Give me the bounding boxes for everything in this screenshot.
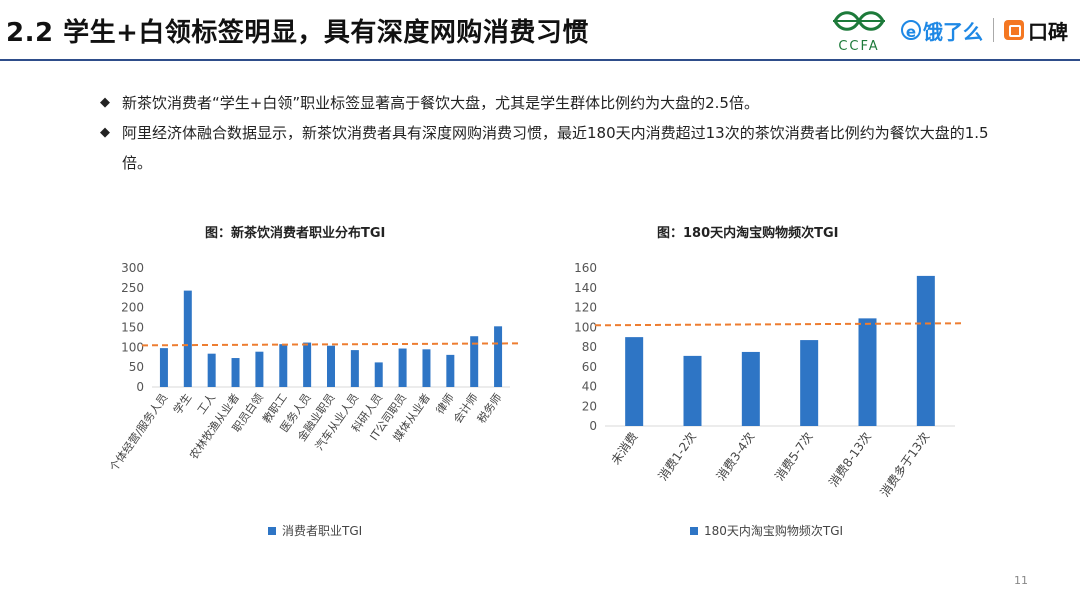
koubei-logo: 口碑 bbox=[1004, 16, 1068, 45]
reference-line bbox=[594, 322, 966, 327]
logo-group: CCFA e 饿了么 口碑 bbox=[827, 8, 1068, 54]
y-tick-label: 120 bbox=[574, 301, 597, 315]
bar bbox=[494, 326, 503, 387]
koubei-icon bbox=[1004, 20, 1024, 40]
bar bbox=[683, 355, 702, 426]
x-tick-label: 消费多于13次 bbox=[878, 430, 933, 500]
chart1-legend: 消费者职业TGI bbox=[268, 522, 362, 539]
chart2-title: 图：180天内淘宝购物频次TGI bbox=[657, 226, 839, 241]
x-tick-label: 工人 bbox=[195, 391, 218, 416]
x-tick-label: 未消费 bbox=[608, 430, 640, 468]
bar bbox=[422, 349, 431, 387]
bar bbox=[800, 340, 819, 426]
bar bbox=[446, 354, 455, 387]
bar bbox=[350, 350, 359, 387]
y-tick-label: 200 bbox=[121, 301, 144, 315]
chart2-shopping-frequency-tgi: 0 20 40 60 80 100 120 140 160 未消费 消费1-2次 消费3-4次 消费5-… bbox=[574, 261, 966, 500]
y-tick-label: 0 bbox=[589, 419, 597, 433]
eleme-logo-text: 饿了么 bbox=[923, 19, 983, 44]
x-tick-label: 会计师 bbox=[451, 391, 481, 425]
diamond-bullet-icon: ◆ bbox=[100, 125, 110, 140]
bar bbox=[398, 348, 407, 387]
bar bbox=[303, 342, 312, 387]
bar bbox=[470, 336, 479, 387]
eleme-logo: e 饿了么 bbox=[901, 16, 983, 45]
x-tick-label: 税务师 bbox=[474, 391, 504, 426]
legend-swatch bbox=[268, 526, 276, 535]
x-tick-label: 消费3-4次 bbox=[714, 430, 757, 484]
x-tick-label: 消费5-7次 bbox=[772, 430, 815, 484]
bullet-text: 阿里经济体融合数据显示，新茶饮消费者具有深度网购消费习惯，最近180天内消费超过… bbox=[122, 124, 989, 172]
page-number: 11 bbox=[1014, 574, 1028, 587]
page-title: 2.2 学生+白领标签明显，具有深度网购消费习惯 bbox=[6, 18, 589, 48]
bullet-text: 新茶饮消费者“学生+白领”职业标签显著高于餐饮大盘，尤其是学生群体比例约为大盘的… bbox=[122, 94, 759, 112]
title-divider bbox=[0, 59, 1080, 61]
chart2-legend-label: 180天内淘宝购物频次TGI bbox=[704, 524, 844, 538]
bar bbox=[207, 353, 216, 387]
y-tick-label: 250 bbox=[121, 281, 144, 295]
logo-divider bbox=[993, 18, 994, 42]
bullet-item: ◆ 阿里经济体融合数据显示，新茶饮消费者具有深度网购消费习惯，最近180天内消费… bbox=[100, 118, 1000, 178]
bullet-list: ◆ 新茶饮消费者“学生+白领”职业标签显著高于餐饮大盘，尤其是学生群体比例约为大… bbox=[100, 88, 1000, 178]
title-bar: 2.2 学生+白领标签明显，具有深度网购消费习惯 CCFA e 饿了么 口碑 bbox=[0, 0, 1080, 61]
y-tick-label: 160 bbox=[574, 261, 597, 275]
bar bbox=[183, 290, 192, 387]
diamond-bullet-icon: ◆ bbox=[100, 95, 110, 110]
chart1-legend-label: 消费者职业TGI bbox=[282, 524, 363, 538]
bar bbox=[327, 345, 335, 387]
eleme-e-icon: e bbox=[901, 20, 921, 41]
bar bbox=[255, 351, 264, 387]
y-tick-label: 0 bbox=[136, 380, 144, 394]
bar bbox=[231, 358, 240, 387]
bar bbox=[374, 362, 383, 387]
bar bbox=[741, 351, 760, 426]
bar bbox=[625, 337, 644, 426]
x-tick-label: 消费8-13次 bbox=[826, 430, 874, 490]
bullet-item: ◆ 新茶饮消费者“学生+白领”职业标签显著高于餐饮大盘，尤其是学生群体比例约为大… bbox=[100, 88, 1000, 118]
ccfa-logo-text: CCFA bbox=[838, 39, 880, 54]
ccfa-logo: CCFA bbox=[827, 8, 891, 54]
chart2-legend: 180天内淘宝购物频次TGI bbox=[690, 522, 843, 539]
y-tick-label: 100 bbox=[121, 340, 144, 354]
x-tick-label: 学生 bbox=[170, 391, 194, 417]
bar bbox=[279, 344, 288, 387]
y-tick-label: 80 bbox=[582, 340, 597, 354]
ccfa-emblem-icon bbox=[833, 11, 885, 31]
x-tick-label: 消费1-2次 bbox=[656, 430, 699, 484]
y-tick-label: 40 bbox=[582, 380, 597, 394]
y-tick-label: 300 bbox=[121, 261, 144, 275]
bar bbox=[916, 275, 935, 426]
bar bbox=[159, 348, 168, 387]
chart1-title: 图：新茶饮消费者职业分布TGI bbox=[205, 226, 386, 241]
bar bbox=[858, 318, 877, 426]
y-tick-label: 50 bbox=[129, 360, 144, 374]
y-tick-label: 100 bbox=[574, 320, 597, 334]
y-tick-label: 20 bbox=[582, 399, 597, 413]
x-tick-label: 个体经营/服务人员 bbox=[110, 391, 170, 474]
x-tick-label: 律师 bbox=[434, 391, 457, 416]
reference-line bbox=[141, 342, 521, 347]
y-tick-label: 140 bbox=[574, 281, 597, 295]
koubei-logo-text: 口碑 bbox=[1028, 19, 1068, 44]
legend-swatch bbox=[690, 526, 698, 535]
y-tick-label: 150 bbox=[121, 321, 144, 335]
y-tick-label: 60 bbox=[582, 360, 597, 374]
